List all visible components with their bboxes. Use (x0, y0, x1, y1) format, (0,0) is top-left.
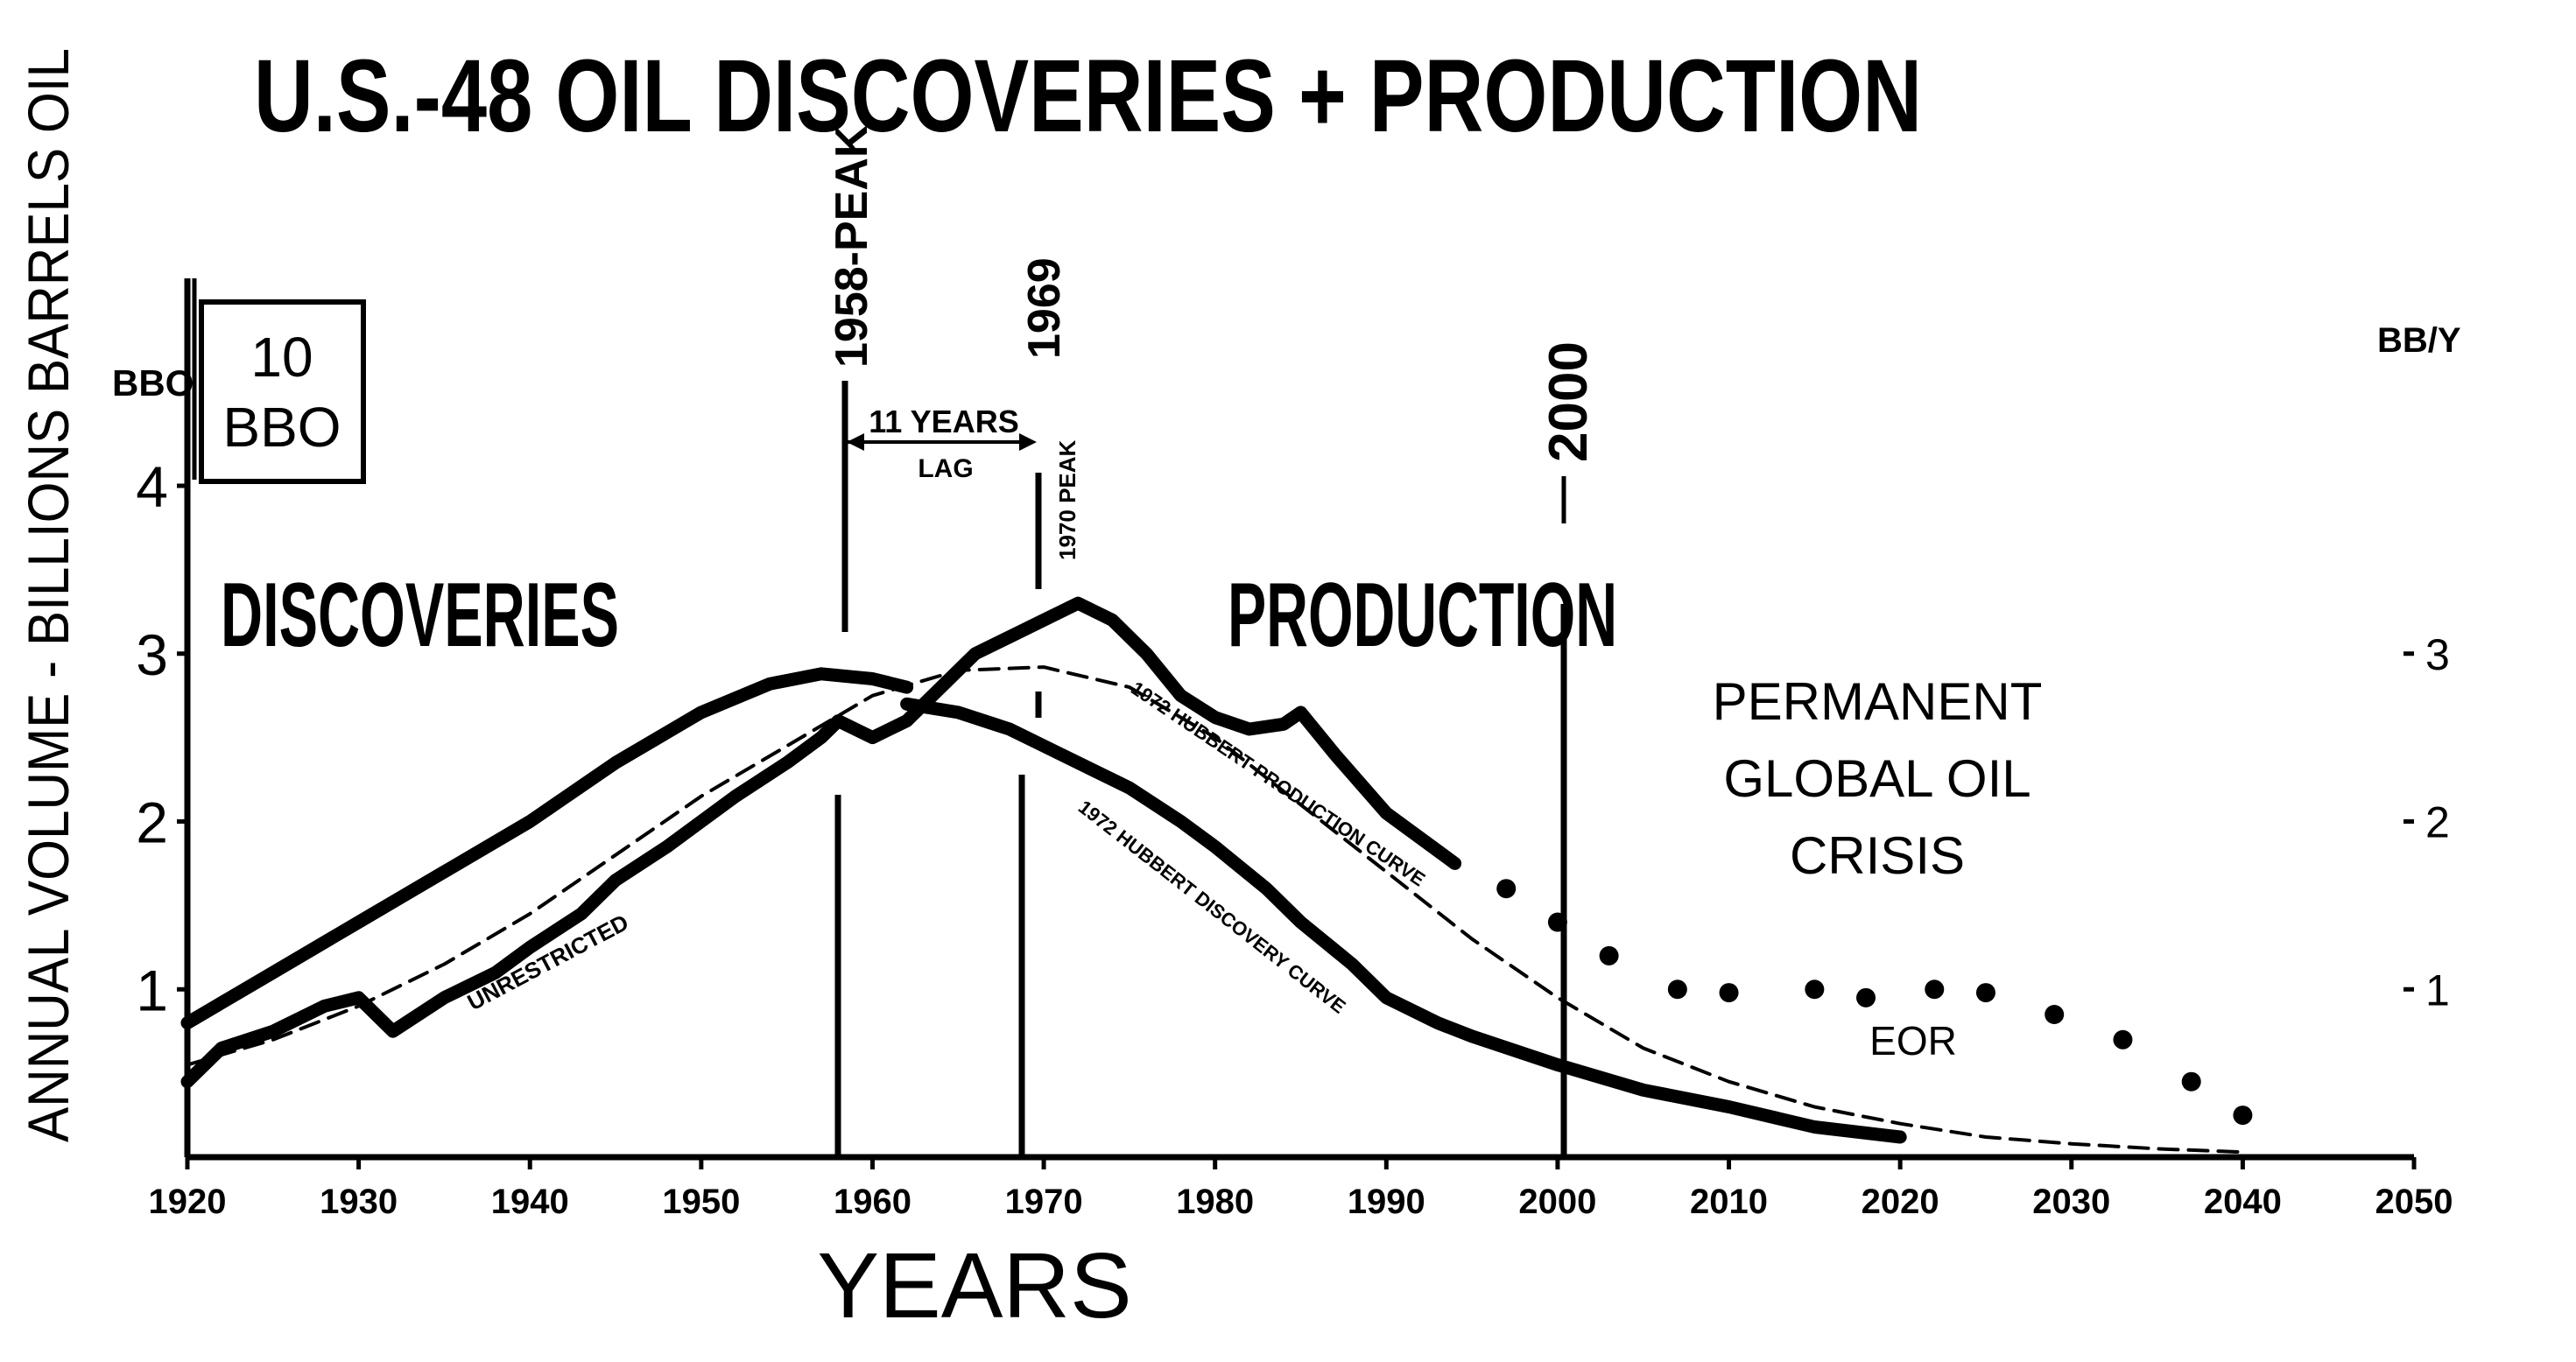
eor-label: EOR (1869, 1018, 1957, 1064)
x-tick-label: 1970 (1005, 1183, 1083, 1221)
legend-box-value: 10 (250, 326, 313, 389)
hubbert-production-label: 1972 HUBBERT PRODUCTION CURVE (1127, 677, 1429, 890)
y-tick-label-left: 2 (136, 790, 168, 855)
series-line-0 (180, 667, 914, 1030)
production-label: PRODUCTION (1228, 565, 1617, 666)
chart-title: U.S.-48 OIL DISCOVERIES + PRODUCTION (254, 39, 1922, 154)
legend-box (199, 299, 366, 484)
crisis-line-2: GLOBAL OIL (1723, 749, 2031, 808)
eor-dot (1719, 983, 1739, 1003)
eor-dot (1856, 987, 1876, 1007)
series-line-3 (186, 665, 2245, 1155)
y-tick-label-left: 4 (136, 454, 168, 519)
peak-1970-label: 1970 PEAK (1054, 439, 1080, 560)
eor-dot (1925, 979, 1945, 1000)
y-tick-label-left: 1 (136, 958, 168, 1022)
eor-dot (2181, 1071, 2201, 1092)
hubbert-discovery-label: 1972 HUBBERT DISCOVERY CURVE (1074, 796, 1350, 1018)
peak-1969-label: 1969 (1019, 257, 1070, 359)
peak-1958-label: 1958-PEAK (827, 124, 877, 368)
series-line-2 (900, 697, 1907, 1144)
x-tick-label: 2050 (2375, 1183, 2453, 1221)
x-tick-label: 1980 (1176, 1183, 1254, 1221)
eor-dot (1975, 983, 1995, 1003)
crisis-line-3: CRISIS (1790, 826, 1965, 885)
eor-dot (1496, 879, 1517, 899)
eor-dot (1599, 945, 1619, 965)
lag-arrowhead-left (847, 433, 864, 451)
x-tick-label: 2030 (2032, 1183, 2110, 1221)
lag-years-label: 11 YEARS (869, 404, 1018, 439)
eor-dot (2045, 1005, 2065, 1025)
y-tick-label-right: 1 (2425, 965, 2450, 1014)
eor-dot (2233, 1106, 2253, 1126)
crisis-line-1: PERMANENT (1713, 672, 2043, 731)
x-tick-label: 2000 (1518, 1183, 1596, 1221)
discoveries-label: DISCOVERIES (221, 565, 619, 666)
series-line-1 (180, 596, 1462, 1089)
x-tick-label: 2020 (1862, 1183, 1939, 1221)
left-unit-label: BBO (112, 362, 194, 404)
x-tick-label: 1960 (834, 1183, 911, 1221)
x-axis-label: YEARS (817, 1234, 1131, 1337)
lag-arrowhead-right (1019, 433, 1037, 451)
legend-box-unit: BBO (222, 396, 341, 459)
unrestricted-label: UNRESTRICTED (463, 909, 633, 1015)
eor-dot (1805, 979, 1825, 1000)
marker-2000-label: 2000 (1538, 341, 1599, 462)
x-tick-label: 1940 (491, 1183, 569, 1221)
x-tick-label: 1920 (149, 1183, 227, 1221)
lag-label: LAG (918, 454, 973, 483)
right-unit-label: BB/Y (2377, 321, 2461, 360)
x-tick-label: 1990 (1348, 1183, 1425, 1221)
x-tick-label: 2010 (1690, 1183, 1768, 1221)
x-tick-label: 1950 (662, 1183, 740, 1221)
eor-dot (1667, 979, 1687, 1000)
y-tick-label-left: 3 (136, 622, 168, 687)
y-tick-label-right: 3 (2425, 630, 2450, 679)
x-tick-label: 2040 (2204, 1183, 2282, 1221)
x-tick-label: 1930 (320, 1183, 398, 1221)
y-axis-label: ANNUAL VOLUME - BILLIONS BARRELS OIL (16, 48, 81, 1142)
eor-dot (2113, 1029, 2133, 1050)
y-tick-label-right: 2 (2425, 798, 2450, 847)
